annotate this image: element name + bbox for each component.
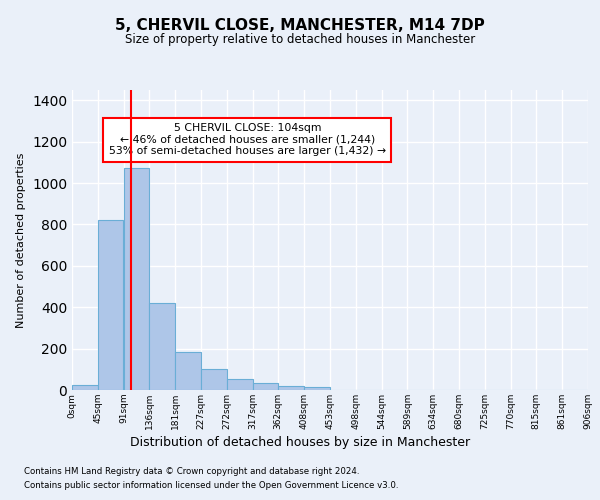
- Bar: [124, 168, 149, 390]
- Text: Contains HM Land Registry data © Crown copyright and database right 2024.: Contains HM Land Registry data © Crown c…: [24, 467, 359, 476]
- Text: 5 CHERVIL CLOSE: 104sqm
← 46% of detached houses are smaller (1,244)
53% of semi: 5 CHERVIL CLOSE: 104sqm ← 46% of detache…: [109, 123, 386, 156]
- Text: Size of property relative to detached houses in Manchester: Size of property relative to detached ho…: [125, 32, 475, 46]
- Text: 5, CHERVIL CLOSE, MANCHESTER, M14 7DP: 5, CHERVIL CLOSE, MANCHESTER, M14 7DP: [115, 18, 485, 32]
- Text: Distribution of detached houses by size in Manchester: Distribution of detached houses by size …: [130, 436, 470, 449]
- Bar: [201, 370, 227, 390]
- Bar: [304, 387, 330, 390]
- Bar: [72, 385, 98, 390]
- Bar: [149, 303, 175, 390]
- Bar: [227, 378, 253, 390]
- Bar: [253, 383, 278, 390]
- Y-axis label: Number of detached properties: Number of detached properties: [16, 152, 26, 328]
- Bar: [175, 352, 201, 390]
- Bar: [278, 386, 304, 390]
- Bar: [98, 220, 123, 390]
- Text: Contains public sector information licensed under the Open Government Licence v3: Contains public sector information licen…: [24, 481, 398, 490]
